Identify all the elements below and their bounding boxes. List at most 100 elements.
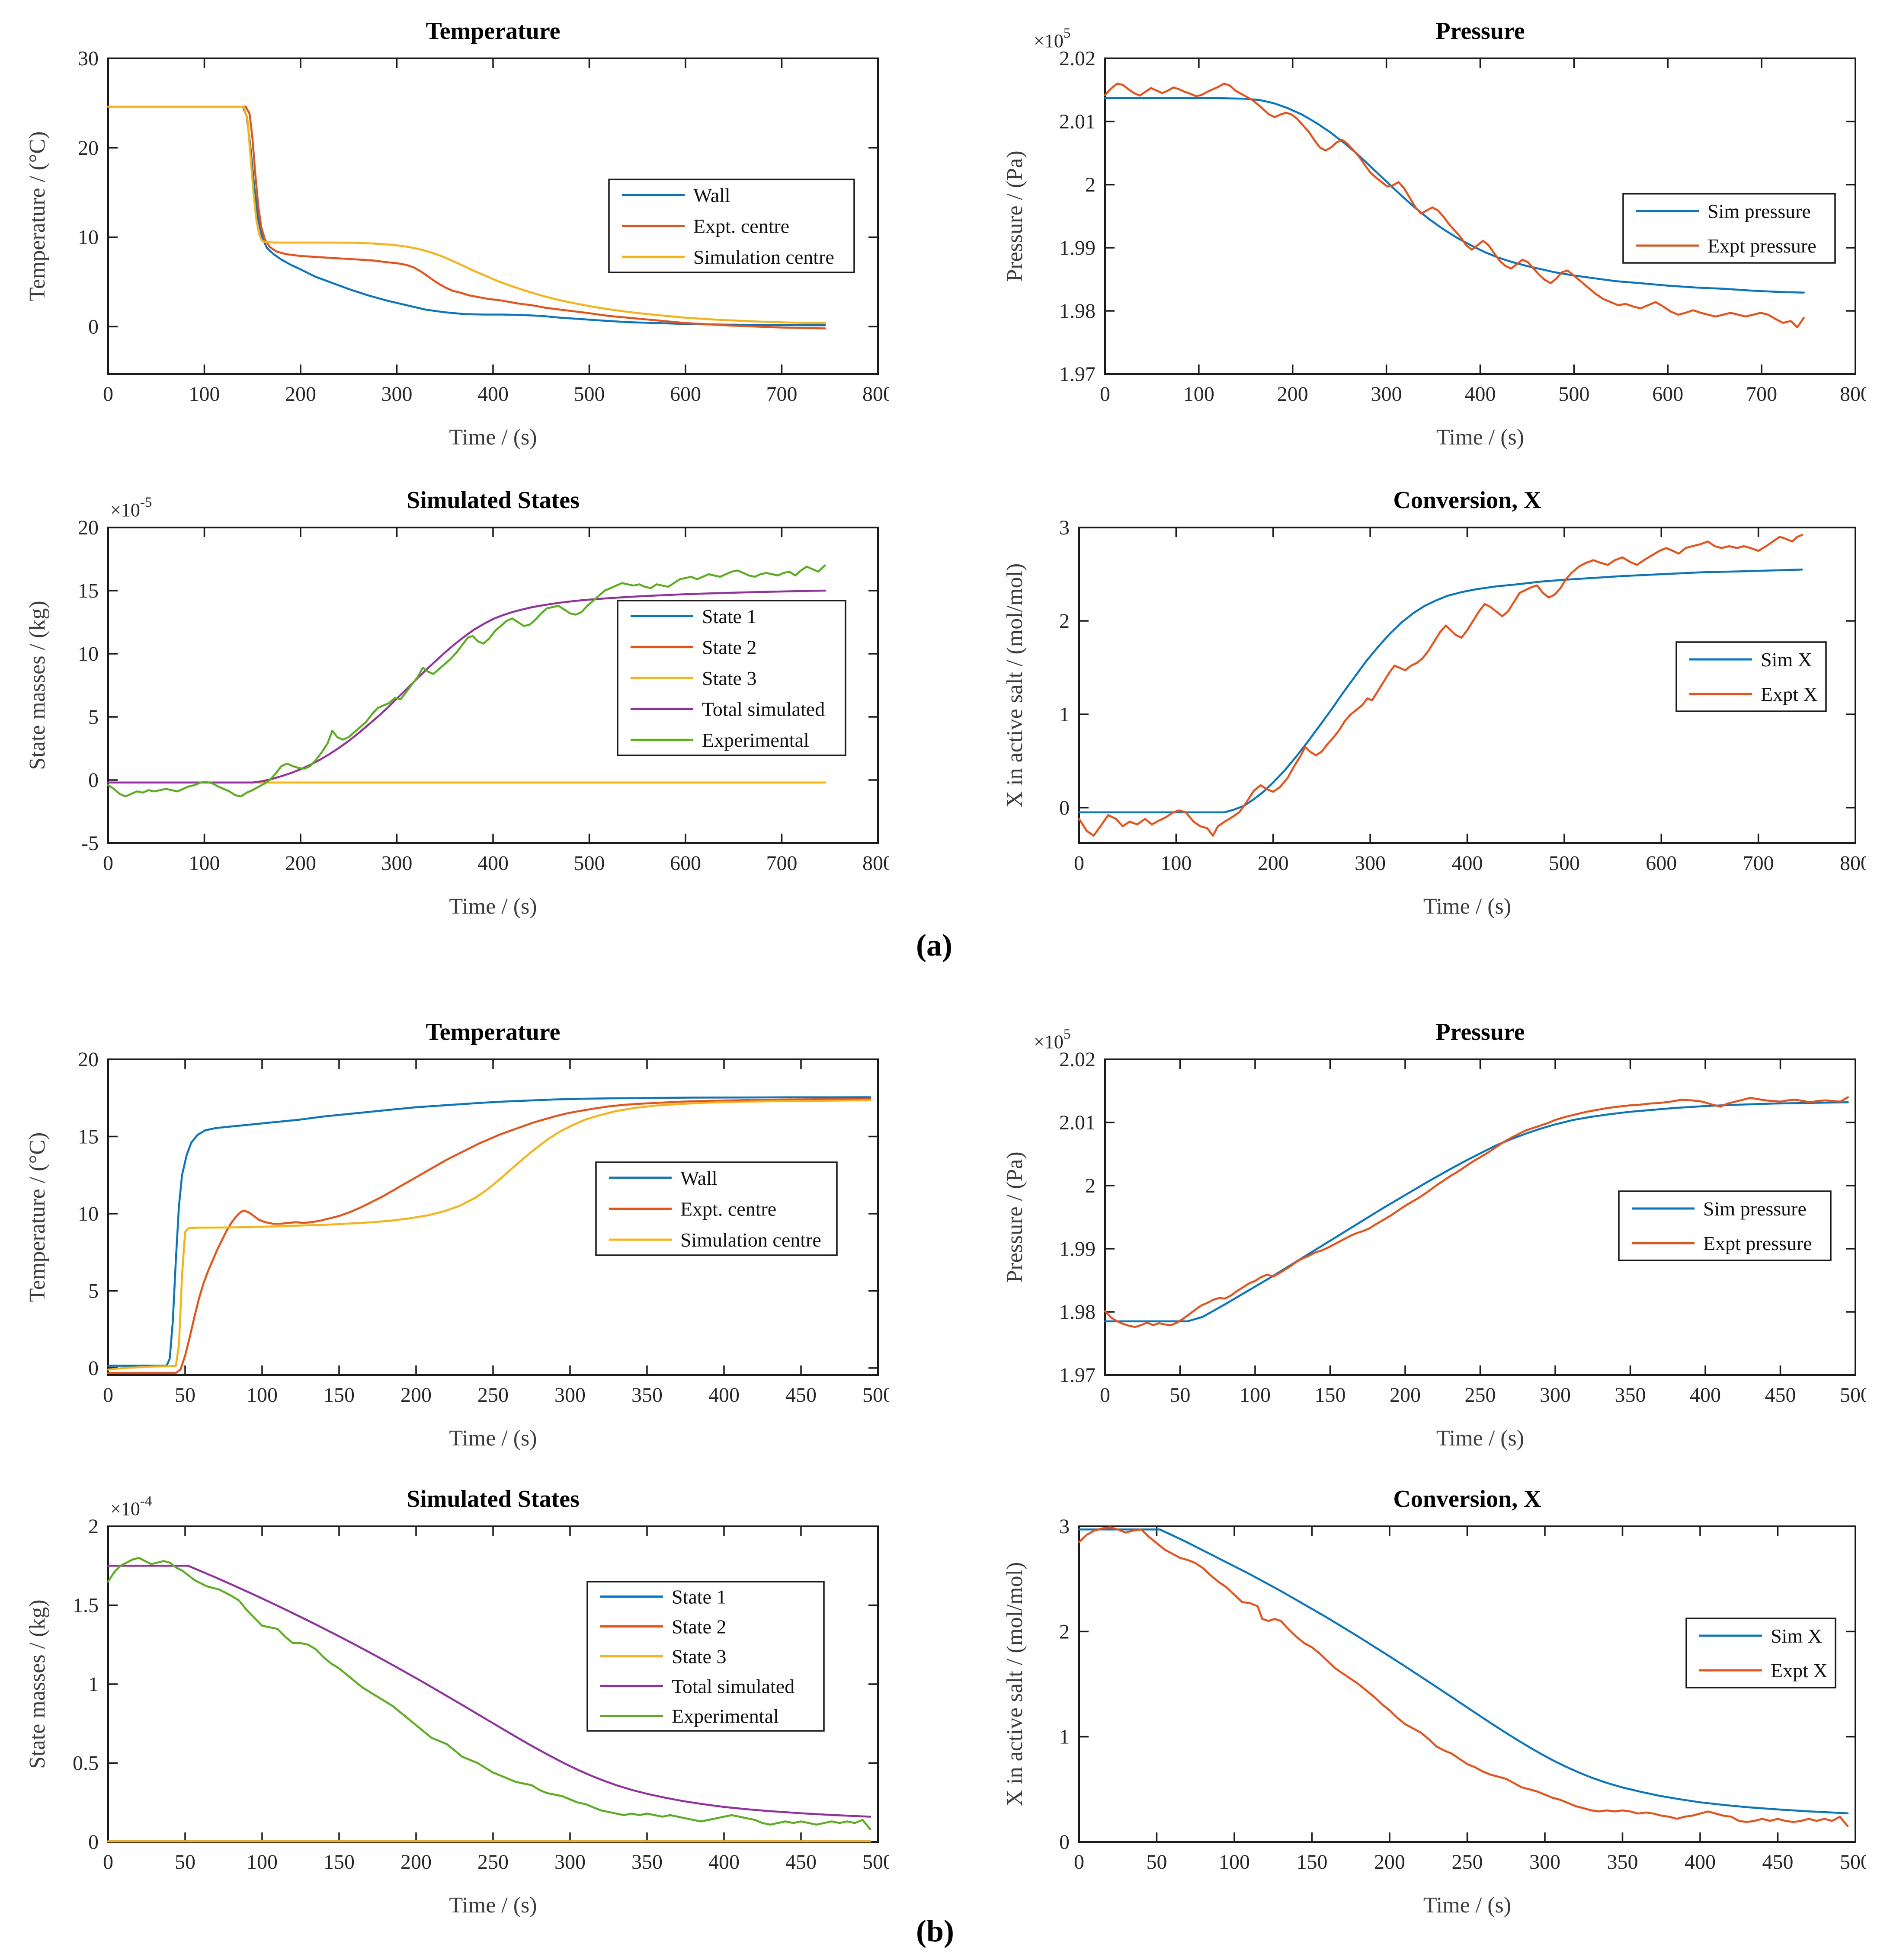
x-tick-label: 700 [1746, 383, 1777, 406]
legend-label: State 3 [672, 1646, 726, 1668]
y-tick-label: 5 [88, 706, 99, 729]
legend-label: Total simulated [672, 1675, 794, 1698]
legend-label: Experimental [672, 1705, 779, 1727]
x-tick-label: 700 [766, 852, 798, 875]
legend-label: State 1 [702, 605, 756, 627]
series-experimental [107, 564, 826, 798]
chart-a-temperature: 0 100 200 300 400 500 600 700 800 0 10 20 30 Temperat… [24, 9, 889, 476]
chart-title: Pressure [1435, 18, 1525, 45]
x-tick-label: 100 [1183, 383, 1214, 406]
legend-label: Expt pressure [1707, 235, 1816, 257]
y-axis-label: Temperature / (°C) [25, 1132, 50, 1302]
x-tick-label: 100 [1160, 852, 1192, 875]
y-tick-label: 2.01 [1059, 110, 1096, 133]
legend-box [1622, 193, 1836, 264]
x-tick-label: 0 [1100, 1384, 1110, 1407]
x-tick-label: 0 [1074, 1851, 1084, 1874]
x-tick-label: 600 [670, 852, 701, 875]
y-tick-label: 2.01 [1059, 1111, 1096, 1134]
axis-scale-label: ×10-4 [110, 1493, 152, 1519]
y-tick-label: 3 [1059, 1515, 1070, 1538]
x-tick-label: 500 [1558, 383, 1589, 406]
x-tick-label: 500 [1549, 852, 1580, 875]
y-tick-label: 1.97 [1059, 1364, 1096, 1387]
series-wall [107, 106, 826, 326]
series-sim-x [1078, 1528, 1849, 1815]
x-tick-label: 0 [103, 1384, 113, 1407]
x-tick-label: 150 [324, 1851, 355, 1874]
y-tick-label: 1.5 [73, 1594, 99, 1617]
x-tick-label: 100 [1219, 1851, 1250, 1874]
legend-label: Simulation centre [680, 1229, 821, 1251]
chart-title: Simulated States [407, 1486, 580, 1512]
y-tick-label: 15 [78, 579, 99, 602]
x-tick-label: 400 [708, 1384, 740, 1407]
y-tick-label: 2.02 [1059, 47, 1096, 70]
legend-label: Expt pressure [1703, 1232, 1812, 1254]
x-axis-label: Time / (s) [1436, 425, 1524, 450]
x-tick-label: 50 [1170, 1384, 1191, 1407]
x-tick-label: 500 [862, 1384, 889, 1407]
x-tick-label: 100 [247, 1851, 278, 1874]
y-tick-label: 0.5 [73, 1752, 99, 1775]
figure-label-b: (b) [916, 1914, 954, 1948]
x-tick-label: 300 [1529, 1851, 1560, 1874]
x-tick-label: 350 [1615, 1384, 1646, 1407]
plot-svg-b_pressure: 0 50 100 150 200 250 300 350 400 450 500 1.97 1.98 1.… [1003, 1019, 1866, 1451]
plot-svg-a_temperature: 0 100 200 300 400 500 600 700 800 0 10 20 30 Temperat… [25, 18, 889, 450]
series-sim-x [1078, 568, 1803, 813]
y-tick-label: 20 [78, 516, 99, 539]
plot-svg-a_states: 0 100 200 300 400 500 600 700 800-505101520Simul… [25, 487, 889, 919]
x-tick-label: 300 [1355, 852, 1386, 875]
legend-box [1675, 641, 1827, 712]
x-tick-label: 250 [477, 1384, 509, 1407]
y-tick-label: 0 [88, 315, 99, 338]
y-tick-label: 2.02 [1059, 1048, 1096, 1071]
x-tick-label: 200 [285, 852, 316, 875]
x-axis-label: Time / (s) [1423, 894, 1511, 919]
y-axis-label: Pressure / (Pa) [1003, 150, 1027, 281]
y-tick-label: 1.98 [1059, 1301, 1096, 1324]
y-tick-label: 1.99 [1059, 1237, 1096, 1260]
figure-label-a: (a) [916, 928, 952, 962]
legend-label: Sim X [1761, 649, 1812, 671]
legend-label: Expt X [1771, 1659, 1828, 1682]
y-tick-label: 2 [1085, 1174, 1096, 1197]
y-tick-label: 2 [1059, 610, 1070, 633]
x-tick-label: 100 [247, 1384, 278, 1407]
x-tick-label: 600 [1652, 383, 1683, 406]
x-tick-label: 200 [400, 1851, 432, 1874]
x-tick-label: 400 [1690, 1384, 1721, 1407]
x-axis-label: Time / (s) [1423, 1893, 1511, 1918]
x-tick-label: 0 [1100, 383, 1110, 406]
y-tick-label: 1.98 [1059, 300, 1096, 323]
plot-svg-a_conversion: 0 100 200 300 400 500 600 700 800 0 1 2 3 Conversion,… [1003, 487, 1866, 919]
x-axis-label: Time / (s) [449, 894, 537, 919]
x-axis-label: Time / (s) [449, 1426, 537, 1451]
x-tick-label: 250 [477, 1851, 509, 1874]
chart-title: Temperature [426, 18, 560, 45]
x-tick-label: 450 [1762, 1851, 1794, 1874]
legend-label: State 2 [672, 1616, 726, 1638]
y-tick-label: 0 [88, 1831, 99, 1854]
y-axis-label: State masses / (kg) [25, 1599, 50, 1768]
y-axis-label: State masses / (kg) [25, 601, 50, 770]
y-tick-label: 20 [78, 1048, 99, 1071]
y-tick-label: 1 [1059, 1726, 1070, 1749]
x-tick-label: 450 [785, 1384, 817, 1407]
x-tick-label: 200 [285, 383, 316, 406]
x-tick-label: 800 [862, 383, 889, 406]
legend-label: Expt. centre [693, 215, 789, 237]
y-tick-label: 1 [1059, 703, 1070, 726]
chart-a-pressure: 0 100 200 300 400 500 600 700 800 1.97 1.98 1.99 2 2.… [1001, 9, 1866, 476]
x-tick-label: 150 [1297, 1851, 1328, 1874]
legend-label: State 3 [702, 667, 756, 689]
x-tick-label: 300 [554, 1384, 586, 1407]
legend-label: State 2 [702, 636, 756, 658]
series-expt-pressure [1104, 83, 1805, 329]
x-tick-label: 400 [1465, 383, 1496, 406]
x-tick-label: 450 [1765, 1384, 1796, 1407]
y-tick-label: 15 [78, 1125, 99, 1148]
y-tick-label: 1.97 [1059, 363, 1096, 386]
x-tick-label: 500 [1840, 1384, 1866, 1407]
